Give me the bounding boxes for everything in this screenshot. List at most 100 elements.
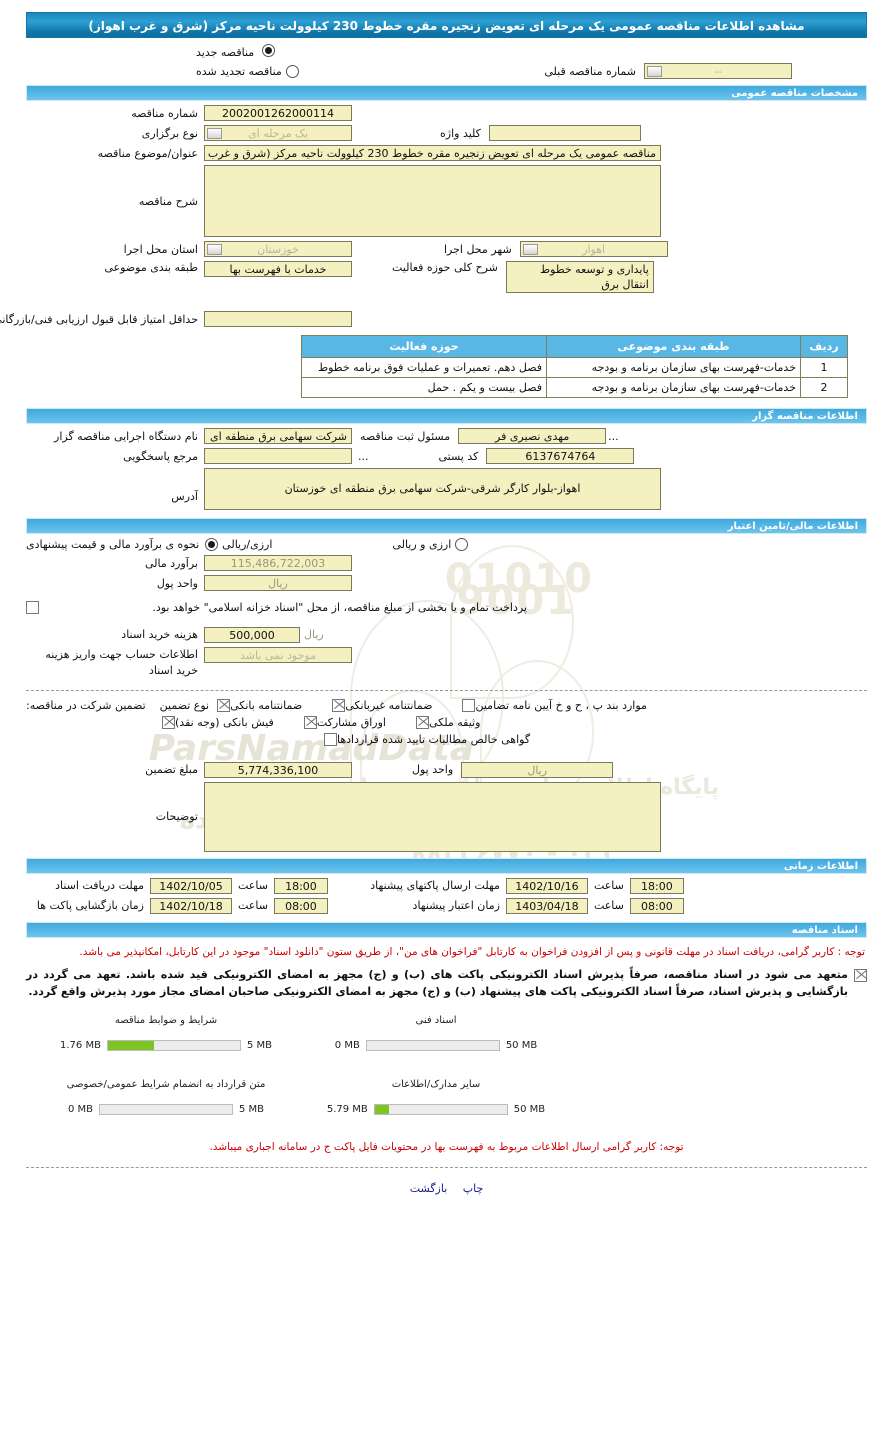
- row-estimate-mode: ارزی و ریالی ارزی/ریالی نحوه ی برآورد ما…: [27, 538, 868, 551]
- section-header-organizer: اطلاعات مناقصه گزار: [27, 408, 868, 424]
- row-description: شرح مناقصه: [27, 165, 868, 237]
- doc-file-caption: اسناد فنی: [416, 1015, 458, 1027]
- holding-type-select[interactable]: یک مرحله ای: [205, 125, 353, 141]
- doc-file-progressbar: [366, 1040, 501, 1052]
- footer-actions: چاپ بازگشت: [27, 1182, 868, 1195]
- guarantee-option-label-5: اوراق مشارکت: [317, 715, 387, 729]
- opening-hour-label: ساعت: [239, 899, 269, 913]
- guarantee-amount-label: مبلغ تضمین: [146, 763, 199, 777]
- radio-rial-currency[interactable]: [206, 538, 220, 551]
- section-header-timing: اطلاعات زمانی: [27, 857, 868, 874]
- previous-tender-number-select[interactable]: --: [645, 63, 793, 79]
- guarantee-checkbox-2[interactable]: [333, 698, 347, 712]
- guarantee-amount-field: 5,774,336,100: [205, 761, 353, 778]
- min-score-label: حداقل امتیاز قابل قبول ارزیابی فنی/بازرگ…: [0, 312, 199, 326]
- guarantee-section: موارد بند پ ، ح و خ آیین نامه تضامین ضما…: [27, 698, 868, 852]
- table-header-row: ردیف طبقه بندی موضوعی حوزه فعالیت: [302, 335, 849, 358]
- previous-tender-number-label: شماره مناقصه قبلی: [545, 64, 637, 78]
- table-row: 2 خدمات-فهرست بهای سازمان برنامه و بودجه…: [302, 377, 849, 398]
- submission-deadline-label: مهلت ارسال پاکتهای پیشنهاد: [371, 879, 501, 893]
- financial-estimate-field: 115,486,722,003: [205, 555, 353, 571]
- doc-file-max: 50 MB: [514, 1104, 547, 1116]
- doc-file-max: 50 MB: [506, 1040, 539, 1052]
- account-info-label: اطلاعات حساب جهت واریز هزینه خرید اسناد: [46, 647, 199, 678]
- guarantee-option-label-1: ضمانتنامه بانکی: [231, 698, 304, 712]
- doc-file-max: 5 MB: [247, 1040, 273, 1052]
- keyword-field[interactable]: [489, 125, 642, 141]
- cell-index: 2: [801, 377, 849, 398]
- province-label: استان محل اجرا: [124, 242, 199, 256]
- guarantee-checkbox-3[interactable]: [463, 698, 477, 712]
- print-link[interactable]: چاپ: [463, 1182, 485, 1196]
- documents-red-note: توجه : کاربر گرامی، دریافت اسناد در مهلت…: [80, 945, 866, 958]
- tender-subject-label: عنوان/موضوع مناقصه: [98, 146, 199, 160]
- agency-label: نام دستگاه اجرایی مناقصه گزار: [55, 429, 199, 443]
- tender-description-field[interactable]: [205, 165, 662, 237]
- doc-cost-currency-label: ریال: [305, 628, 325, 642]
- page-title: مشاهده اطلاعات مناقصه عمومی یک مرحله ای …: [27, 12, 868, 38]
- radio-new-tender[interactable]: [262, 44, 276, 57]
- commitment-checkbox[interactable]: [855, 968, 868, 982]
- guarantee-notes-field[interactable]: [205, 781, 662, 852]
- row-treasury-note: پرداخت تمام و یا بخشی از مبلغ مناقصه، از…: [27, 599, 868, 617]
- opening-time: 08:00: [274, 897, 329, 914]
- doc-receipt-deadline-time: 18:00: [274, 877, 329, 894]
- doc-receipt-deadline-date: 1402/10/05: [151, 877, 233, 894]
- subject-classification-field: خدمات با فهرست بها: [205, 261, 353, 277]
- doc-file-cell: اسناد فنی 0 MB 50 MB: [307, 1015, 567, 1052]
- agency-more-link[interactable]: ...: [609, 429, 620, 443]
- col-classification: طبقه بندی موضوعی: [547, 335, 802, 358]
- city-label: شهر محل اجرا: [445, 242, 513, 256]
- address-field: اهواز-بلوار کارگر شرقی-شرکت سهامی برق من…: [205, 468, 662, 510]
- doc-file-max: 5 MB: [240, 1104, 266, 1116]
- registrar-field: مهدی نصیری فر: [459, 428, 608, 444]
- row-timing-1: 18:00 ساعت 1402/10/16 مهلت ارسال پاکتهای…: [27, 877, 868, 894]
- opening-date: 1402/10/18: [151, 897, 233, 914]
- account-info-field: موجود نمی باشد: [205, 646, 353, 663]
- col-index: ردیف: [801, 335, 849, 358]
- province-select[interactable]: خوزستان: [205, 241, 353, 257]
- cell-scope: فصل دهم. تعمیرات و عملیات فوق برنامه خطو…: [302, 357, 548, 378]
- subject-classification-label: طبقه بندی موضوعی: [105, 261, 199, 274]
- tender-type-group: مناقصه جدید -- شماره مناقصه قبلی مناقصه …: [27, 44, 868, 79]
- guarantee-checkbox-5[interactable]: [304, 715, 318, 729]
- guarantee-checkbox-6[interactable]: [417, 715, 430, 729]
- doc-file-progress-line: 5.79 MB 50 MB: [307, 1104, 567, 1116]
- submission-deadline-date: 1402/10/16: [506, 877, 589, 894]
- row-currency: ریال واحد پول: [27, 575, 868, 591]
- guarantee-checkbox-1[interactable]: [218, 698, 232, 712]
- row-min-score: حداقل امتیاز قابل قبول ارزیابی فنی/بازرگ…: [0, 311, 868, 327]
- radio-both-currency[interactable]: [456, 538, 470, 551]
- radio-renewed-tender[interactable]: [286, 64, 300, 78]
- guarantee-checkbox-7[interactable]: [325, 732, 338, 746]
- doc-file-cell: سایر مدارک/اطلاعات 5.79 MB 50 MB: [307, 1079, 567, 1116]
- cell-classification: خدمات-فهرست بهای سازمان برنامه و بودجه: [547, 377, 802, 398]
- row-guarantee-types-1: موارد بند پ ، ح و خ آیین نامه تضامین ضما…: [27, 698, 868, 712]
- tender-number-label: شماره مناقصه: [132, 106, 199, 120]
- doc-cost-field: 500,000: [205, 626, 301, 643]
- row-guarantee-types-2: وثیقه ملکی اوراق مشارکت فیش بانکی (وجه ن…: [27, 715, 868, 729]
- proposal-validity-label: زمان اعتبار پیشنهاد: [413, 899, 501, 913]
- address-label: آدرس: [172, 490, 199, 503]
- submission-deadline-hour-label: ساعت: [594, 879, 625, 893]
- treasury-checkbox[interactable]: [27, 601, 40, 614]
- classification-table: ردیف طبقه بندی موضوعی حوزه فعالیت 1 خدما…: [302, 335, 849, 398]
- section-header-documents: اسناد مناقصه: [27, 921, 868, 938]
- col-scope: حوزه فعالیت: [302, 335, 548, 358]
- row-subject: مناقصه عمومی یک مرحله ای تعویض زنجیره مق…: [27, 145, 868, 161]
- doc-receipt-hour-label: ساعت: [239, 879, 269, 893]
- responder-more-link[interactable]: ...: [359, 449, 370, 463]
- back-link[interactable]: بازگشت: [410, 1182, 449, 1196]
- city-select[interactable]: اهواز: [520, 241, 669, 257]
- row-agency: ... مهدی نصیری فر مسئول ثبت مناقصه شرکت …: [27, 428, 868, 444]
- commitment-note: متعهد می شود در اسناد مناقصه، صرفاً پذیر…: [27, 967, 849, 999]
- doc-file-progressbar: [107, 1040, 242, 1052]
- postal-code-field: 6137674764: [487, 448, 636, 464]
- min-score-field[interactable]: [205, 311, 353, 327]
- agency-field: شرکت سهامی برق منطقه ای: [205, 428, 353, 444]
- row-estimate: 115,486,722,003 برآورد مالی: [27, 555, 868, 571]
- commitment-row: متعهد می شود در اسناد مناقصه، صرفاً پذیر…: [27, 966, 868, 1001]
- documents-bottom-note: توجه: کاربر گرامی ارسال اطلاعات مربوط به…: [210, 1141, 685, 1154]
- doc-file-caption: سایر مدارک/اطلاعات: [392, 1079, 482, 1091]
- guarantee-checkbox-4[interactable]: [163, 715, 176, 729]
